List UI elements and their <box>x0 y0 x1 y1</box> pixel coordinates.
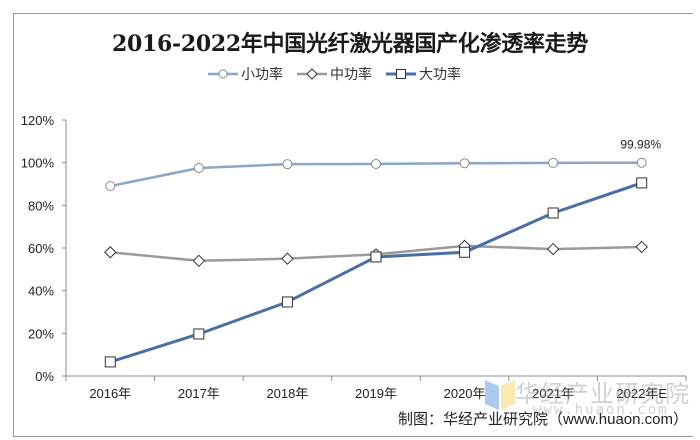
data-point <box>104 246 117 259</box>
square-marker-icon <box>386 69 416 79</box>
data-point <box>104 356 116 368</box>
x-tick-label: 2021年 <box>532 386 574 401</box>
y-tick-label: 40% <box>28 284 54 299</box>
x-tick-label: 2022年E <box>616 386 667 401</box>
source-note: 制图：华经产业研究院（www.huaon.com） <box>397 411 688 428</box>
x-tick-label: 2018年 <box>266 386 308 401</box>
legend-item-small-power: 小功率 <box>208 64 283 84</box>
data-point <box>636 157 647 168</box>
x-tick-label: 2019年 <box>355 386 397 401</box>
legend-item-large-power: 大功率 <box>386 64 461 84</box>
data-point <box>193 163 204 173</box>
x-tick-label: 2017年 <box>178 386 220 401</box>
y-tick-label: 60% <box>28 241 54 256</box>
data-point <box>370 251 382 263</box>
data-point <box>105 181 116 192</box>
y-tick-label: 20% <box>28 326 54 341</box>
legend-label: 大功率 <box>419 66 461 82</box>
legend-label: 中功率 <box>330 66 372 82</box>
legend: 小功率 中功率 大功率 <box>208 64 475 84</box>
data-point <box>459 158 470 169</box>
series-square <box>109 181 643 364</box>
legend-label: 小功率 <box>241 66 283 82</box>
data-point <box>636 177 648 189</box>
data-point <box>548 157 559 168</box>
y-tick-label: 80% <box>28 198 54 213</box>
data-point <box>547 207 559 219</box>
x-tick-label: 2020年 <box>444 386 486 401</box>
watermark-name: 华经产业研究院 <box>515 381 690 408</box>
data-point <box>546 242 560 256</box>
chart-frame <box>13 13 693 437</box>
data-point <box>282 159 293 170</box>
watermark-url: www.huaon.com <box>533 402 669 418</box>
diamond-marker-icon <box>297 68 327 80</box>
data-point <box>459 246 471 258</box>
legend-item-medium-power: 中功率 <box>297 64 372 84</box>
data-point <box>635 240 648 254</box>
y-tick-label: 0% <box>35 369 54 384</box>
chart-title: 2016-2022年中国光纤激光器国产化渗透率走势 <box>111 31 589 57</box>
y-tick-label: 120% <box>21 113 55 128</box>
huaon-logo-icon <box>485 380 515 410</box>
data-point <box>193 328 205 340</box>
data-point <box>281 252 294 265</box>
circle-marker-icon <box>208 69 238 79</box>
y-tick-label: 100% <box>21 156 55 171</box>
x-tick-label: 2016年 <box>89 386 131 401</box>
data-point <box>192 254 206 268</box>
data-point <box>281 296 293 308</box>
data-label: 99.98% <box>620 138 661 152</box>
data-point <box>371 158 381 169</box>
